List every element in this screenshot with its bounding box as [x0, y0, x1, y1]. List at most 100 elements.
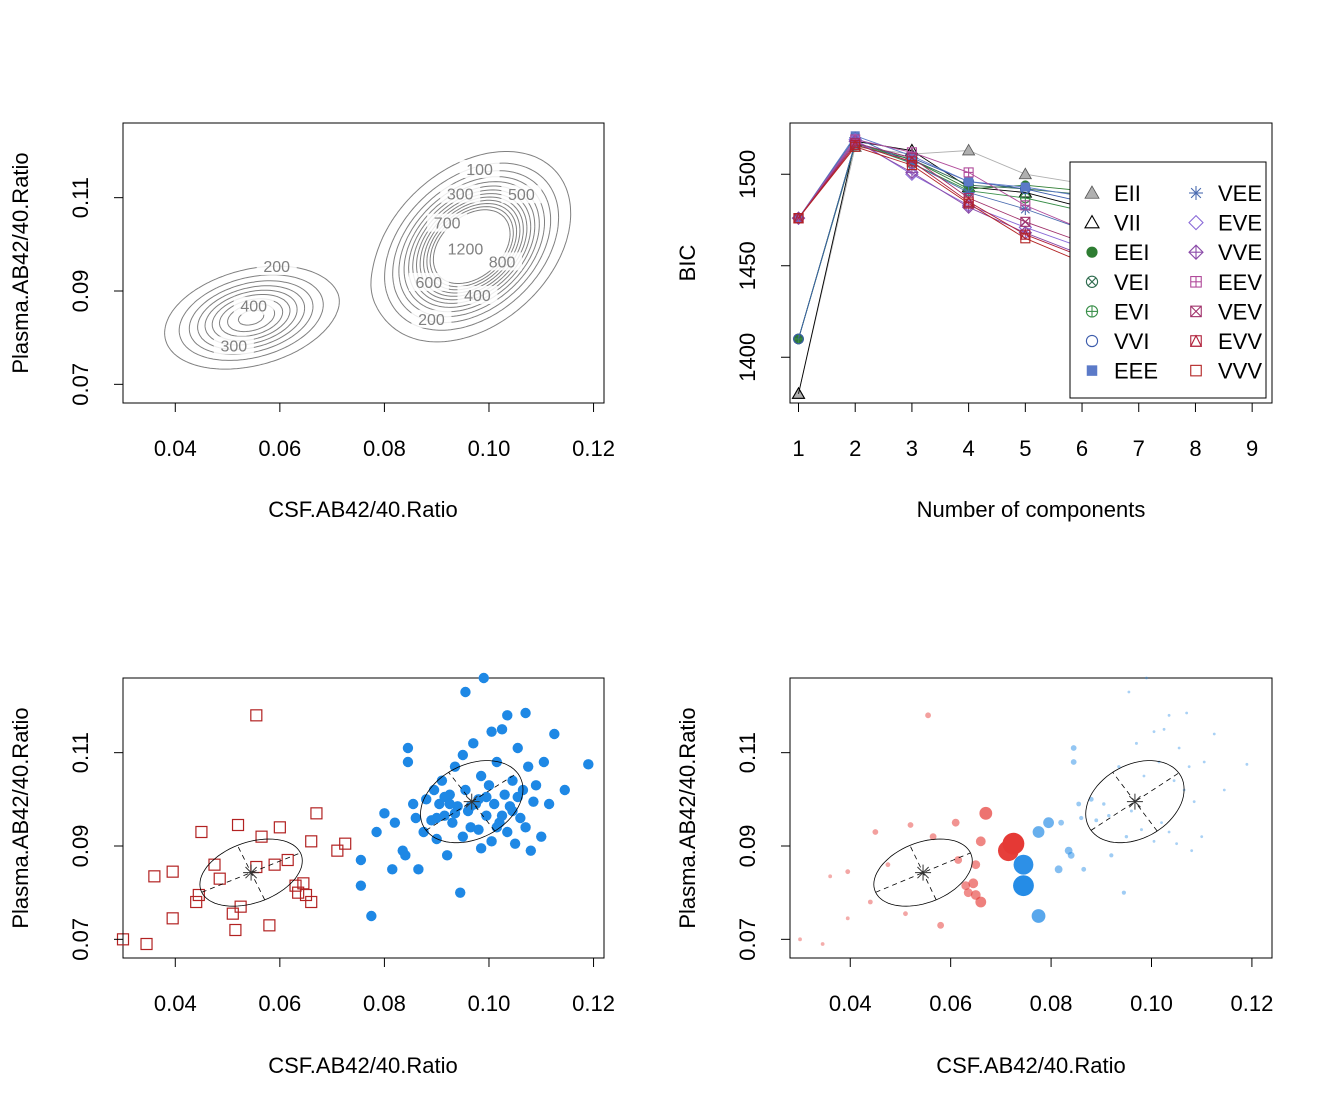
data-point — [1076, 801, 1082, 807]
data-point — [536, 831, 547, 842]
data-point — [475, 843, 487, 854]
data-point — [148, 870, 161, 883]
x-tick-label: 5 — [1019, 436, 1031, 461]
bic-point — [905, 165, 919, 180]
contour-label-bg — [408, 272, 449, 291]
bic-line — [798, 146, 1083, 394]
contour-label: 100 — [466, 162, 493, 179]
y-tick-label: 0.07 — [735, 918, 760, 961]
legend-item-EVI: EVI — [1085, 299, 1149, 324]
contour-label: 500 — [508, 187, 535, 204]
data-point — [402, 756, 414, 768]
legend-item-VVI: VVI — [1085, 329, 1149, 354]
data-point — [845, 869, 851, 875]
data-point — [226, 907, 239, 920]
x-axis-label: CSF.AB42/40.Ratio — [268, 497, 458, 522]
y-axis: 0.07 0.09 0.11 — [735, 732, 791, 961]
data-point — [410, 812, 421, 824]
data-point — [1167, 830, 1171, 834]
data-point — [166, 865, 179, 878]
x-axis-label: CSF.AB42/40.Ratio — [936, 1053, 1126, 1078]
y-tick-label: 0.09 — [735, 825, 760, 868]
data-point — [512, 791, 523, 803]
data-point — [937, 921, 945, 929]
legend-item-VEI: VEI — [1085, 270, 1149, 295]
classification-panel: 0.04 0.06 0.08 0.10 0.12 0.07 0.09 0.11 CSF.AB… — [8, 672, 615, 1078]
data-point — [1160, 821, 1163, 825]
data-point — [331, 844, 344, 857]
x-tick-label: 0.08 — [1030, 991, 1073, 1016]
bic-point — [1188, 214, 1204, 231]
bic-point — [791, 386, 806, 399]
data-point — [465, 822, 476, 833]
data-point — [366, 910, 377, 922]
bic-point — [1020, 233, 1031, 244]
data-point — [1117, 765, 1121, 769]
legend-item-VVE: VVE — [1188, 240, 1262, 265]
y-axis-label: Plasma.AB42/40.Ratio — [8, 152, 33, 373]
x-tick-label: 3 — [906, 436, 918, 461]
data-point — [499, 789, 510, 800]
data-point — [538, 756, 550, 768]
data-point — [192, 888, 205, 902]
bic-point — [1188, 244, 1204, 260]
data-point — [872, 829, 879, 835]
x-tick-label: 4 — [962, 436, 974, 461]
legend-label: VEV — [1218, 299, 1262, 324]
data-point — [447, 817, 458, 828]
data-point — [1152, 839, 1156, 843]
bic-point — [1085, 334, 1099, 348]
contour-label-bg — [482, 252, 523, 271]
contour-label-bg — [256, 257, 297, 276]
bic-point — [1189, 334, 1203, 347]
bic-line — [798, 142, 1083, 340]
data-point — [502, 826, 513, 838]
data-point — [1167, 713, 1171, 717]
y-tick-label: 1450 — [735, 241, 760, 290]
legend-label: EEV — [1218, 270, 1262, 295]
x-axis: 1 2 3 4 5 6 7 8 9 — [792, 402, 1258, 461]
data-point — [968, 878, 979, 889]
bic-point — [961, 143, 976, 156]
data-point — [213, 872, 226, 885]
contour-label-bg — [411, 309, 452, 328]
data-point — [421, 794, 432, 805]
x-tick-label: 0.04 — [154, 436, 197, 461]
data-point — [439, 810, 450, 821]
legend-item-EVV: EVV — [1189, 329, 1262, 354]
bic-line — [798, 144, 1083, 258]
data-point — [1013, 854, 1034, 875]
data-point — [379, 808, 390, 819]
data-point — [530, 780, 542, 791]
contour-label: 200 — [418, 312, 445, 329]
data-point — [190, 895, 203, 909]
y-tick-label: 1400 — [735, 333, 760, 382]
y-axis: 1400 1450 1500 — [735, 150, 791, 382]
contour-line-200 — [178, 162, 560, 361]
data-point — [1162, 727, 1166, 731]
data-point — [1245, 762, 1249, 766]
legend-label: VII — [1114, 211, 1141, 236]
legend-label: EII — [1114, 181, 1141, 206]
legend-item-EVE: EVE — [1188, 211, 1262, 236]
data-point — [1102, 802, 1106, 806]
legend-label: VVE — [1218, 240, 1262, 265]
data-point — [389, 817, 401, 828]
data-point — [520, 822, 531, 833]
data-point — [195, 825, 208, 839]
bic-point — [1018, 167, 1033, 180]
data-point — [457, 749, 469, 761]
data-point — [483, 780, 495, 791]
data-point — [455, 887, 466, 898]
data-point — [418, 826, 429, 838]
contour-label-bg — [501, 185, 542, 204]
data-point — [449, 761, 461, 772]
data-point — [509, 838, 521, 849]
cluster-center-marker — [463, 793, 480, 810]
data-point — [828, 874, 833, 879]
contour-label: 1200 — [448, 241, 484, 258]
x-axis: 0.04 0.06 0.08 0.10 0.12 — [154, 957, 615, 1016]
bic-point — [964, 177, 974, 187]
data-point — [515, 812, 526, 824]
data-point — [1222, 788, 1226, 792]
